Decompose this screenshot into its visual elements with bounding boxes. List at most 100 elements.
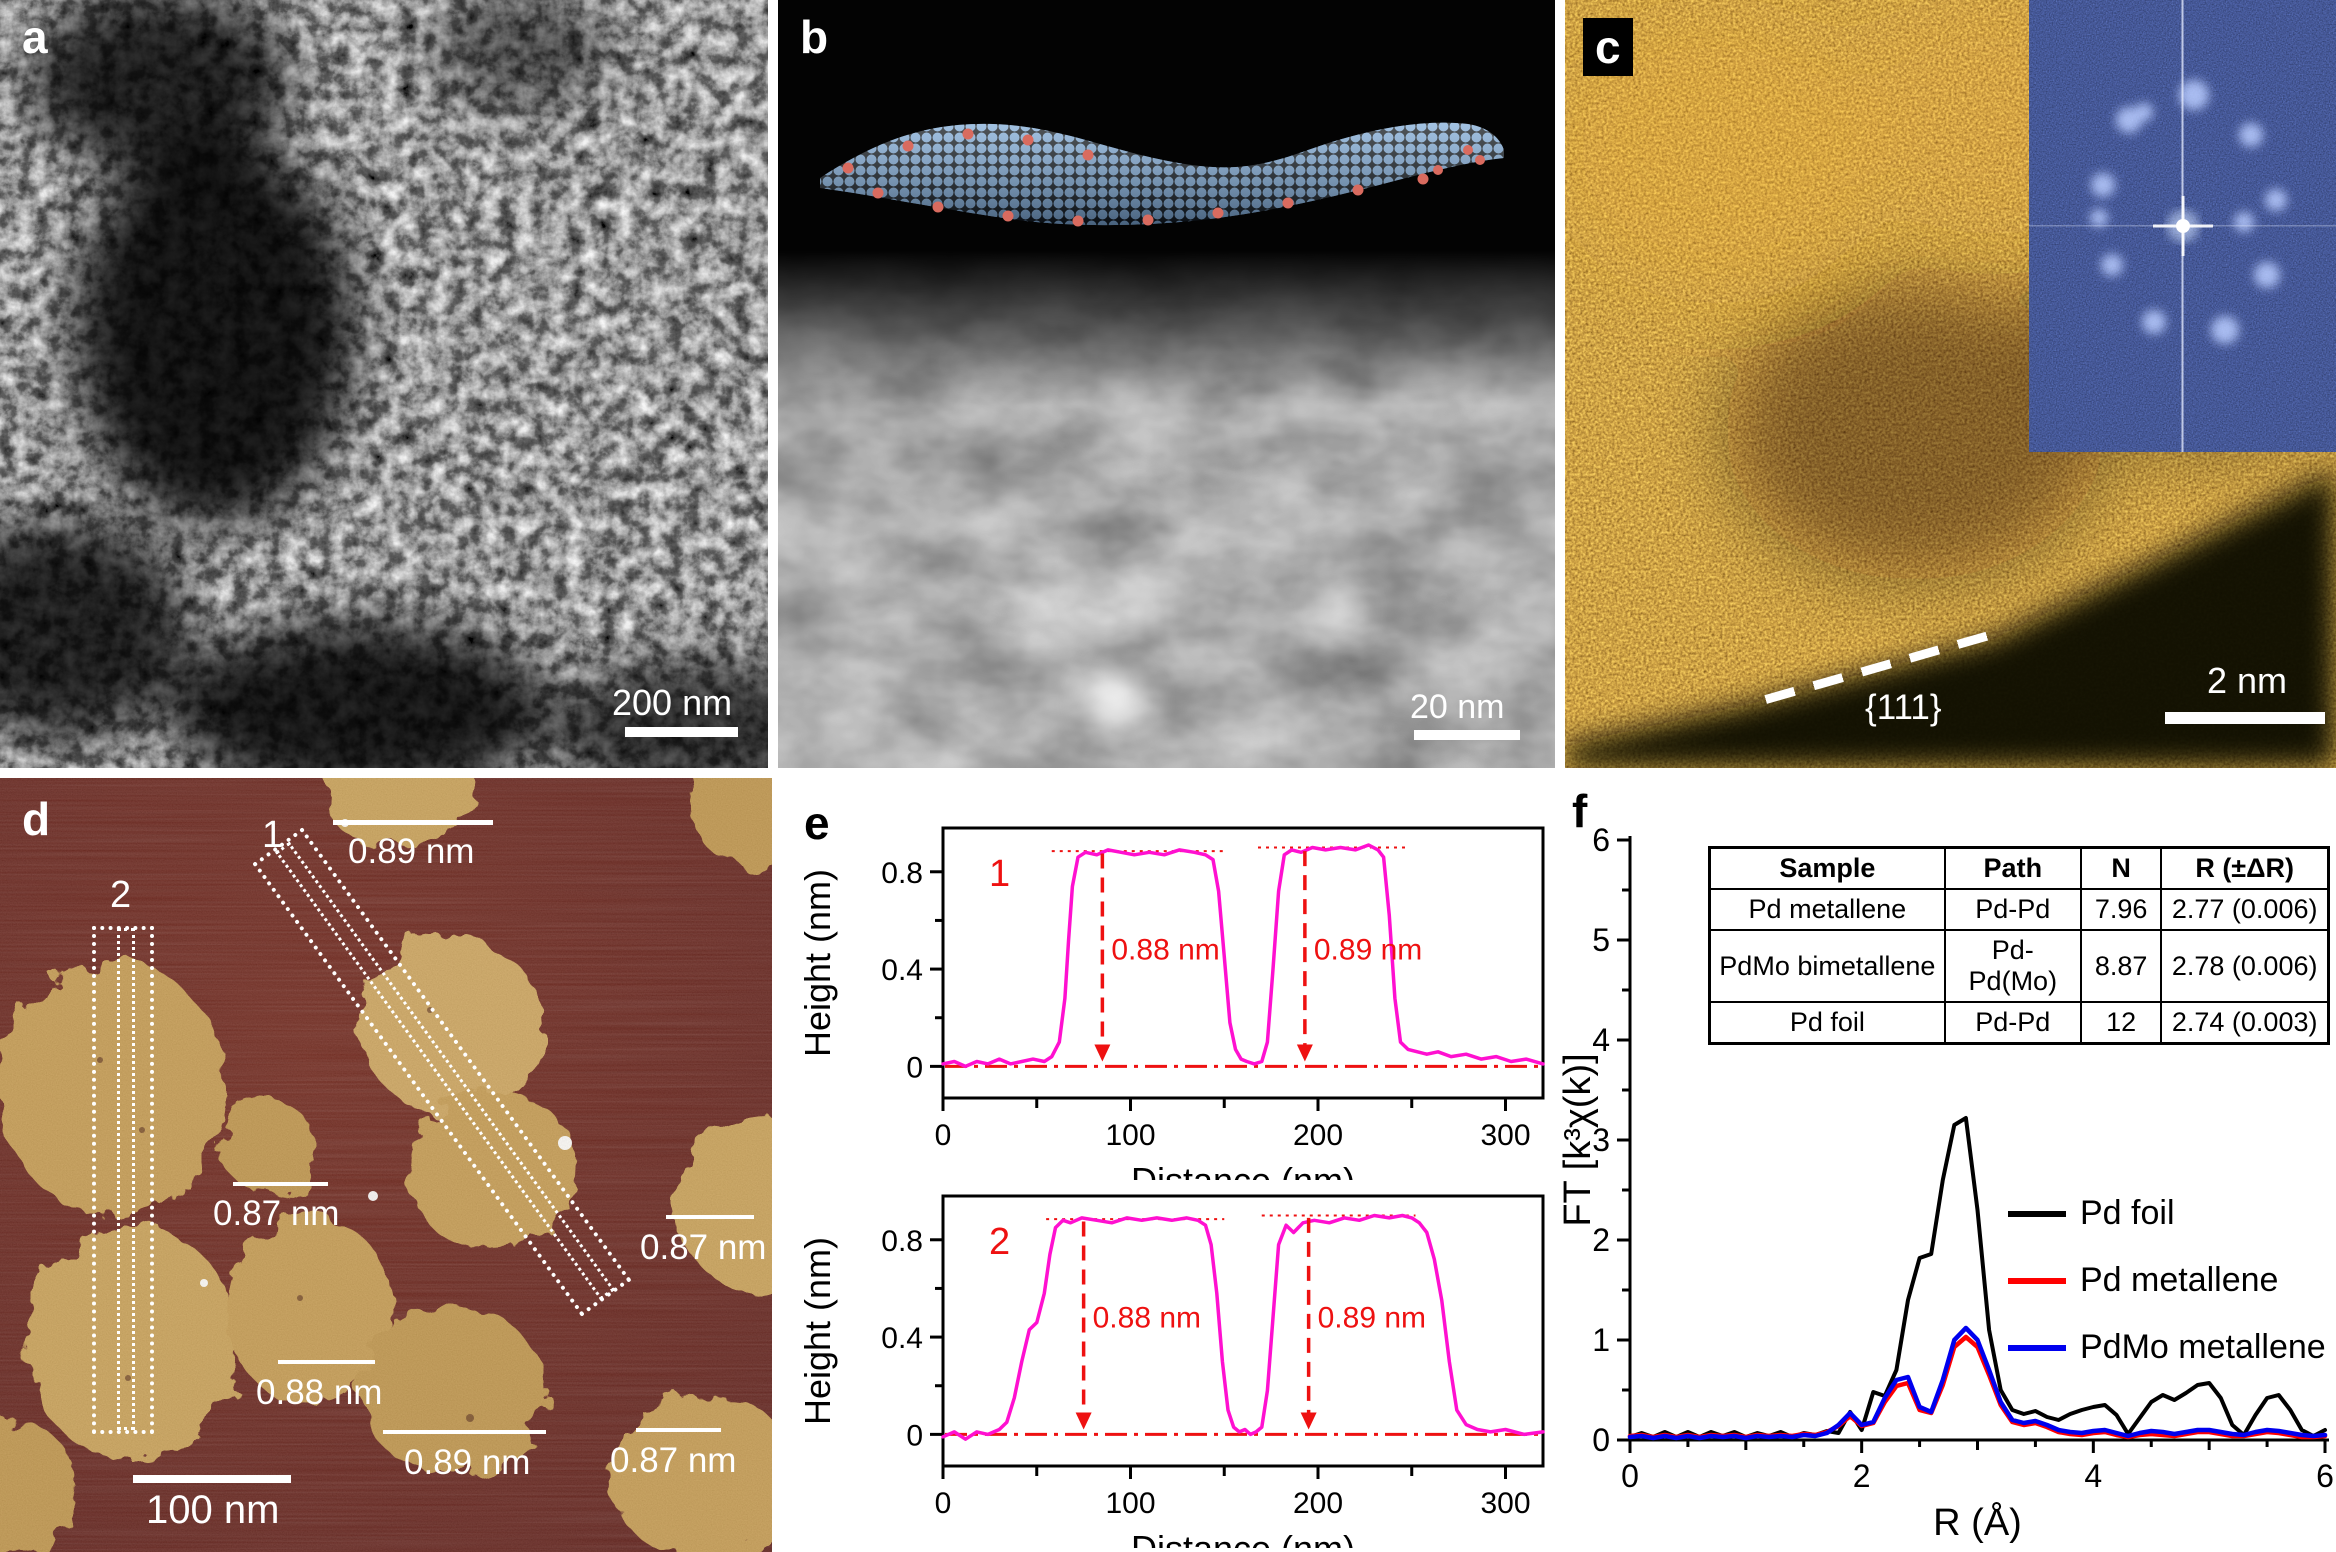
svg-text:3: 3 [1592, 1122, 1610, 1158]
svg-text:300: 300 [1480, 1487, 1530, 1520]
svg-text:0: 0 [906, 1419, 923, 1452]
thickness-bar [333, 820, 493, 825]
metallene-atomic-model [820, 122, 1504, 227]
svg-text:Distance (nm): Distance (nm) [1131, 1160, 1355, 1180]
panel-f-letter: f [1572, 785, 1588, 837]
exafs-fit-table: Sample Path N R (±ΔR) Pd metallene Pd-Pd… [1708, 846, 2330, 1045]
svg-text:200: 200 [1293, 1487, 1343, 1520]
svg-text:FT [k³χ(k)]: FT [k³χ(k)] [1560, 1053, 1599, 1226]
profile-2-box-inner [117, 928, 135, 1430]
exafs-legend: Pd foil Pd metallene PdMo metallene [2008, 1180, 2326, 1381]
svg-text:4: 4 [2084, 1458, 2102, 1494]
svg-text:0: 0 [906, 1051, 923, 1084]
panel-d-afm-image: d 1 2 0.89 nm 0.87 nm 0.87 nm 0.88 nm 0.… [0, 778, 772, 1552]
tem-noise-art [0, 0, 768, 768]
panel-a-tem-image: a 200 nm [0, 0, 768, 768]
svg-text:0: 0 [1592, 1422, 1610, 1458]
svg-text:Height (nm): Height (nm) [797, 869, 838, 1057]
svg-text:0.8: 0.8 [881, 1225, 923, 1258]
col-header-r: R (±ΔR) [2160, 846, 2330, 890]
table-row: Pd foil Pd-Pd 12 2.74 (0.003) [1708, 1001, 2330, 1045]
panel-c-scalebar [2165, 712, 2325, 724]
panel-a-scalebar [625, 727, 738, 737]
hrtem-art [1565, 0, 2336, 768]
table-row: Pd metallene Pd-Pd 7.96 2.77 (0.006) [1708, 888, 2330, 931]
svg-text:0.8: 0.8 [881, 857, 923, 890]
cell-sample: Pd foil [1708, 1001, 1946, 1045]
plane-label: {111} [1865, 688, 1942, 727]
svg-text:4: 4 [1592, 1022, 1610, 1058]
svg-text:R (Å): R (Å) [1933, 1500, 2022, 1544]
legend-item: Pd metallene [2008, 1247, 2326, 1314]
svg-text:2: 2 [1853, 1458, 1871, 1494]
cell-path: Pd-Pd(Mo) [1943, 929, 2082, 1003]
panel-c-scalebar-text: 2 nm [2207, 660, 2288, 701]
svg-text:1: 1 [1592, 1322, 1610, 1358]
legend-line-blue [2008, 1344, 2066, 1351]
legend-label: Pd foil [2080, 1194, 2175, 1232]
svg-text:200: 200 [1293, 1119, 1343, 1152]
thickness-label: 0.89 nm [348, 832, 475, 871]
svg-text:0.4: 0.4 [881, 954, 923, 987]
cell-n: 12 [2079, 1001, 2163, 1045]
svg-text:100: 100 [1105, 1487, 1155, 1520]
svg-text:0: 0 [935, 1487, 952, 1520]
panel-a-scalebar-text: 200 nm [612, 682, 733, 723]
thickness-label: 0.87 nm [640, 1228, 767, 1267]
col-header-path: Path [1943, 846, 2082, 890]
panel-b-scalebar [1414, 730, 1520, 740]
panel-b-letter: b [800, 11, 829, 63]
svg-text:2: 2 [1592, 1222, 1610, 1258]
svg-text:0: 0 [935, 1119, 952, 1152]
legend-line-black [2008, 1210, 2066, 1217]
panel-b-scalebar-text: 20 nm [1410, 688, 1505, 726]
profile-2-number: 2 [110, 874, 132, 916]
svg-text:300: 300 [1480, 1119, 1530, 1152]
panel-c-letter: c [1583, 18, 1633, 76]
legend-item: PdMo metallene [2008, 1314, 2326, 1381]
panel-d-scalebar [133, 1475, 291, 1483]
mo-atoms [842, 128, 1485, 227]
cell-path: Pd-Pd [1943, 888, 2082, 931]
panel-d-letter: d [22, 793, 51, 845]
fft-center-beam [2153, 196, 2213, 256]
cell-path: Pd-Pd [1943, 1001, 2082, 1045]
cell-sample: PdMo bimetallene [1708, 929, 1946, 1003]
table-row: PdMo bimetallene Pd-Pd(Mo) 8.87 2.78 (0.… [1708, 929, 2330, 1003]
thickness-bar [278, 1360, 375, 1364]
height-profile-chart-1: 0 100 200 300 0 0.4 0.8 Distance (nm) Height (nm… [797, 826, 1545, 1180]
vacuum-region [1565, 470, 2336, 768]
svg-text:0: 0 [1621, 1458, 1639, 1494]
thickness-label: 0.88 nm [256, 1373, 383, 1412]
svg-text:2: 2 [989, 1221, 1010, 1263]
panel-c-hrtem-image: c {111} 2 nm [1565, 0, 2336, 768]
stem-art [778, 0, 1555, 768]
col-header-sample: Sample [1708, 846, 1946, 890]
cell-sample: Pd metallene [1708, 888, 1946, 931]
thickness-label: 0.87 nm [610, 1441, 737, 1480]
svg-text:5: 5 [1592, 922, 1610, 958]
table-header-row: Sample Path N R (±ΔR) [1708, 846, 2330, 890]
panel-e-letter: e [804, 797, 830, 849]
svg-text:0.4: 0.4 [881, 1322, 923, 1355]
svg-text:1: 1 [989, 853, 1010, 895]
svg-text:Height (nm): Height (nm) [797, 1237, 838, 1425]
cell-r: 2.78 (0.006) [2160, 929, 2330, 1003]
cell-r: 2.74 (0.003) [2160, 1001, 2330, 1045]
legend-label: PdMo metallene [2080, 1328, 2326, 1366]
svg-text:0.88 nm: 0.88 nm [1111, 933, 1219, 966]
svg-text:0.89 nm: 0.89 nm [1314, 933, 1422, 966]
thickness-bar [233, 1182, 328, 1186]
panel-b-stem-image: b 20 nm [778, 0, 1555, 768]
thickness-bar [666, 1215, 754, 1219]
panel-a-letter: a [22, 11, 48, 63]
fft-inset [2029, 0, 2336, 452]
legend-item: Pd foil [2008, 1180, 2326, 1247]
svg-text:6: 6 [1592, 822, 1610, 858]
thickness-bar [383, 1430, 546, 1434]
profile-1-number: 1 [262, 814, 284, 856]
thickness-bar [636, 1428, 721, 1432]
